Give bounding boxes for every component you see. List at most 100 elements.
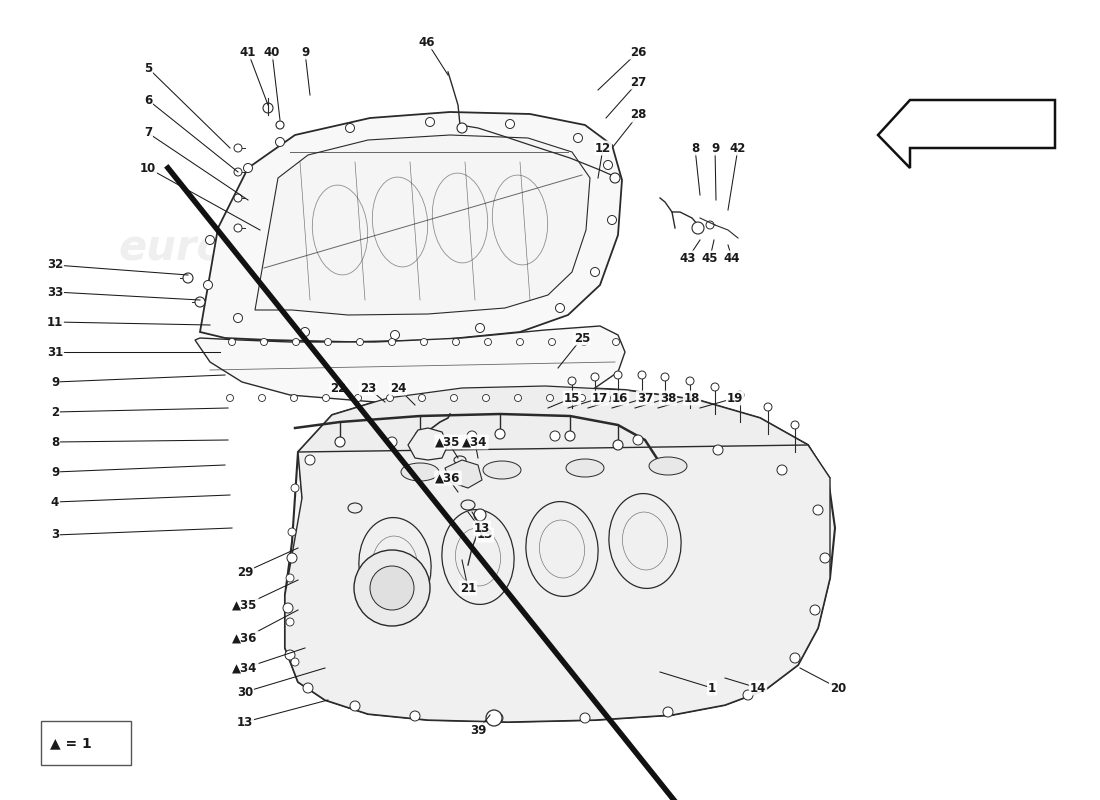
Circle shape xyxy=(302,683,313,693)
Circle shape xyxy=(195,297,205,307)
Text: 2: 2 xyxy=(51,406,59,418)
Circle shape xyxy=(386,394,394,402)
Text: 7: 7 xyxy=(144,126,152,139)
Circle shape xyxy=(390,330,399,339)
Circle shape xyxy=(276,121,284,129)
Circle shape xyxy=(591,267,600,277)
Circle shape xyxy=(474,509,486,521)
Circle shape xyxy=(234,224,242,232)
Circle shape xyxy=(495,429,505,439)
Circle shape xyxy=(790,653,800,663)
Text: 9: 9 xyxy=(51,375,59,389)
Circle shape xyxy=(451,394,458,402)
Circle shape xyxy=(550,431,560,441)
Polygon shape xyxy=(200,112,622,342)
Text: 29: 29 xyxy=(236,566,253,578)
Text: 41: 41 xyxy=(240,46,256,58)
Circle shape xyxy=(484,338,492,346)
Circle shape xyxy=(356,338,363,346)
Circle shape xyxy=(614,371,622,379)
Circle shape xyxy=(345,123,354,133)
Circle shape xyxy=(324,338,331,346)
Circle shape xyxy=(234,168,242,176)
Circle shape xyxy=(418,394,426,402)
Text: 32: 32 xyxy=(47,258,63,271)
Circle shape xyxy=(604,161,613,170)
Circle shape xyxy=(663,707,673,717)
Circle shape xyxy=(426,118,434,126)
Circle shape xyxy=(581,338,587,346)
Text: ▲36: ▲36 xyxy=(436,471,461,485)
Text: 39: 39 xyxy=(470,723,486,737)
Circle shape xyxy=(568,377,576,385)
Text: 37: 37 xyxy=(637,391,653,405)
Text: 9: 9 xyxy=(51,466,59,478)
Text: 22: 22 xyxy=(330,382,346,394)
Circle shape xyxy=(370,566,414,610)
Circle shape xyxy=(736,391,744,399)
Circle shape xyxy=(229,338,235,346)
Text: 44: 44 xyxy=(724,251,740,265)
Text: 17: 17 xyxy=(592,391,608,405)
Text: 28: 28 xyxy=(630,109,646,122)
Text: 27: 27 xyxy=(630,75,646,89)
Text: 13: 13 xyxy=(474,522,491,534)
Text: 45: 45 xyxy=(702,251,718,265)
Polygon shape xyxy=(446,460,482,488)
Circle shape xyxy=(711,383,719,391)
Circle shape xyxy=(610,173,620,183)
Circle shape xyxy=(517,338,524,346)
Ellipse shape xyxy=(566,459,604,477)
Circle shape xyxy=(820,553,830,563)
Circle shape xyxy=(475,323,484,333)
Circle shape xyxy=(613,440,623,450)
Text: 25: 25 xyxy=(574,331,591,345)
Circle shape xyxy=(549,338,556,346)
Circle shape xyxy=(183,273,192,283)
Circle shape xyxy=(565,431,575,441)
Circle shape xyxy=(706,221,714,229)
Text: ▲35: ▲35 xyxy=(232,598,257,611)
Circle shape xyxy=(610,394,617,402)
Circle shape xyxy=(632,435,644,445)
Text: 21: 21 xyxy=(460,582,476,594)
Circle shape xyxy=(483,394,490,402)
Circle shape xyxy=(764,403,772,411)
Text: 18: 18 xyxy=(684,391,701,405)
Circle shape xyxy=(290,394,297,402)
Text: 9: 9 xyxy=(301,46,309,58)
Circle shape xyxy=(579,394,585,402)
Text: 33: 33 xyxy=(47,286,63,298)
Circle shape xyxy=(275,138,285,146)
Text: 15: 15 xyxy=(564,391,580,405)
Circle shape xyxy=(456,123,468,133)
Circle shape xyxy=(354,394,362,402)
Circle shape xyxy=(206,235,214,245)
Text: 23: 23 xyxy=(360,382,376,394)
Circle shape xyxy=(286,574,294,582)
Circle shape xyxy=(810,605,820,615)
Circle shape xyxy=(591,373,600,381)
Circle shape xyxy=(227,394,233,402)
Circle shape xyxy=(286,618,294,626)
Circle shape xyxy=(292,658,299,666)
Text: 10: 10 xyxy=(140,162,156,174)
Circle shape xyxy=(547,394,553,402)
Text: 1: 1 xyxy=(708,682,716,694)
Text: ▲34: ▲34 xyxy=(232,662,257,674)
Text: 42: 42 xyxy=(729,142,746,154)
Text: eurospares: eurospares xyxy=(488,579,751,621)
Polygon shape xyxy=(255,135,590,315)
Text: 43: 43 xyxy=(680,251,696,265)
Text: 14: 14 xyxy=(750,682,767,694)
Circle shape xyxy=(234,144,242,152)
Text: 26: 26 xyxy=(630,46,646,58)
Ellipse shape xyxy=(402,463,439,481)
Circle shape xyxy=(661,373,669,381)
Circle shape xyxy=(493,713,503,723)
Text: ▲36: ▲36 xyxy=(232,631,257,645)
Circle shape xyxy=(556,303,564,313)
Text: 24: 24 xyxy=(389,382,406,394)
Text: 12: 12 xyxy=(595,142,612,154)
Ellipse shape xyxy=(649,457,688,475)
